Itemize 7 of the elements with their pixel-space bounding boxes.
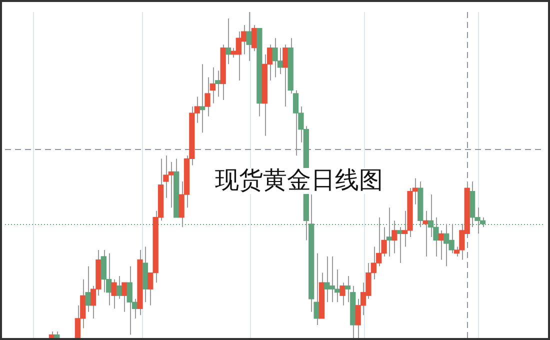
- candlestick: [225, 18, 232, 65]
- candlestick: [199, 64, 206, 134]
- candlestick: [246, 12, 252, 62]
- candlestick: [386, 207, 392, 257]
- candlestick: [282, 44, 288, 108]
- text: 现货黄金日线图: [213, 168, 385, 194]
- candlestick: [396, 226, 402, 264]
